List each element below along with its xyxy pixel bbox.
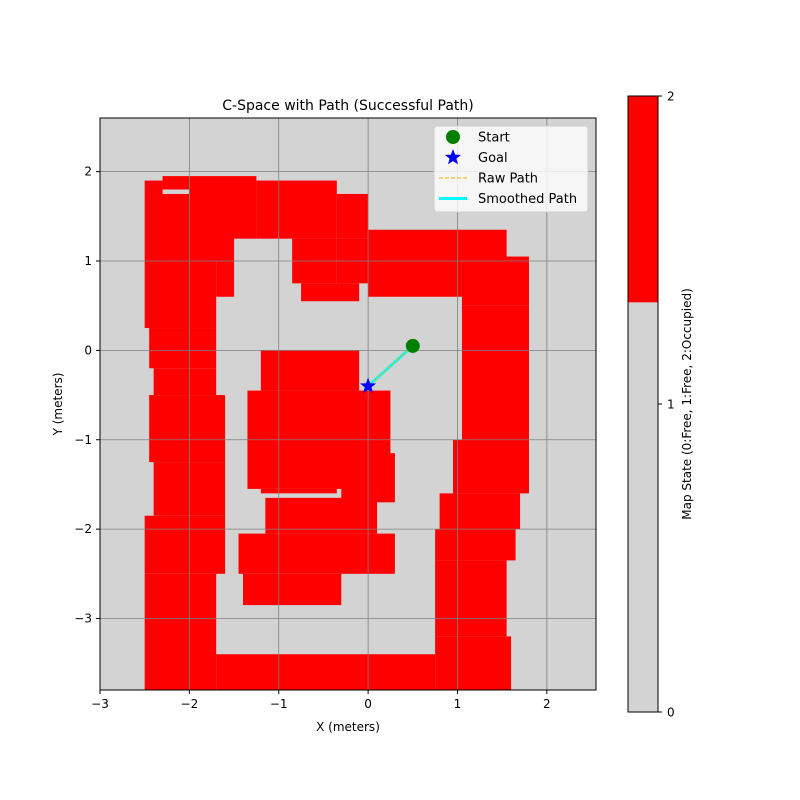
plot-frame: [99, 117, 597, 691]
colorbar-label: Map State (0:Free, 1:Free, 2:Occupied): [680, 288, 694, 520]
occupied-region: [242, 573, 342, 606]
goal-marker: [360, 377, 377, 393]
x-tick-label: −2: [181, 697, 199, 711]
occupied-region: [377, 453, 395, 503]
y-tick-label: 1: [84, 254, 92, 268]
x-tick-label: −3: [91, 697, 109, 711]
y-tick-label: −1: [74, 433, 92, 447]
legend-label: Smoothed Path: [478, 192, 577, 207]
x-tick-label: 2: [543, 697, 551, 711]
occupied-region: [144, 515, 226, 574]
occupied-region: [336, 193, 369, 239]
x-tick-label: −1: [270, 697, 288, 711]
occupied-region: [260, 350, 360, 391]
y-tick-label: 0: [84, 343, 92, 357]
colorbar-band: [628, 96, 658, 303]
colorbar-band: [628, 302, 658, 712]
occupied-region: [153, 368, 217, 396]
legend: Start Goal Raw Path Smoothed Path: [433, 125, 589, 213]
x-tick-label: 0: [364, 697, 372, 711]
occupied-region: [453, 439, 529, 494]
chart-title: C-Space with Path (Successful Path): [222, 98, 473, 114]
occupied-region: [260, 488, 337, 494]
occupied-region: [368, 229, 507, 261]
occupied-region: [435, 529, 516, 561]
plot-area: −3 −2 −1 0 1 2 −3 −2 −1 0 1 2: [74, 117, 597, 711]
y-tick-label: 2: [84, 165, 92, 179]
occupied-region: [162, 176, 190, 190]
colorbar-tick-label: 1: [667, 398, 675, 412]
x-axis-label: X (meters): [316, 720, 380, 734]
colorbar: 0 1 2: [627, 90, 675, 720]
legend-label: Raw Path: [478, 172, 538, 187]
occupied-region: [368, 261, 462, 297]
occupied-region: [149, 328, 217, 369]
occupied-region: [461, 256, 529, 306]
occupied-region: [265, 497, 378, 534]
legend-box: [433, 125, 589, 213]
occupied-region: [439, 493, 521, 530]
x-tick-label: 1: [454, 697, 462, 711]
colorbar-tick-label: 0: [667, 706, 675, 720]
occupied-region: [435, 560, 507, 637]
occupied-region: [256, 180, 337, 239]
occupied-region: [301, 283, 360, 302]
legend-label: Start: [478, 131, 510, 146]
raw-path-line: [367, 345, 414, 387]
y-tick-label: −3: [74, 612, 92, 626]
occupied-region: [461, 305, 529, 440]
occupied-region: [435, 636, 512, 690]
occupied-region: [216, 261, 235, 297]
legend-label: Goal: [478, 151, 508, 166]
occupied-region: [144, 573, 217, 690]
occupied-region: [144, 180, 163, 194]
occupied-region: [216, 654, 436, 690]
legend-start-marker: [446, 130, 460, 144]
legend-goal-marker: [444, 149, 462, 165]
occupied-region: [144, 261, 217, 329]
occupied-region: [238, 533, 395, 574]
start-marker: [405, 338, 420, 353]
y-tick-label: −2: [74, 522, 92, 536]
occupied-region: [341, 471, 378, 503]
colorbar-tick-label: 2: [667, 90, 675, 104]
y-axis-label: Y (meters): [51, 373, 65, 437]
occupied-region: [149, 395, 226, 463]
